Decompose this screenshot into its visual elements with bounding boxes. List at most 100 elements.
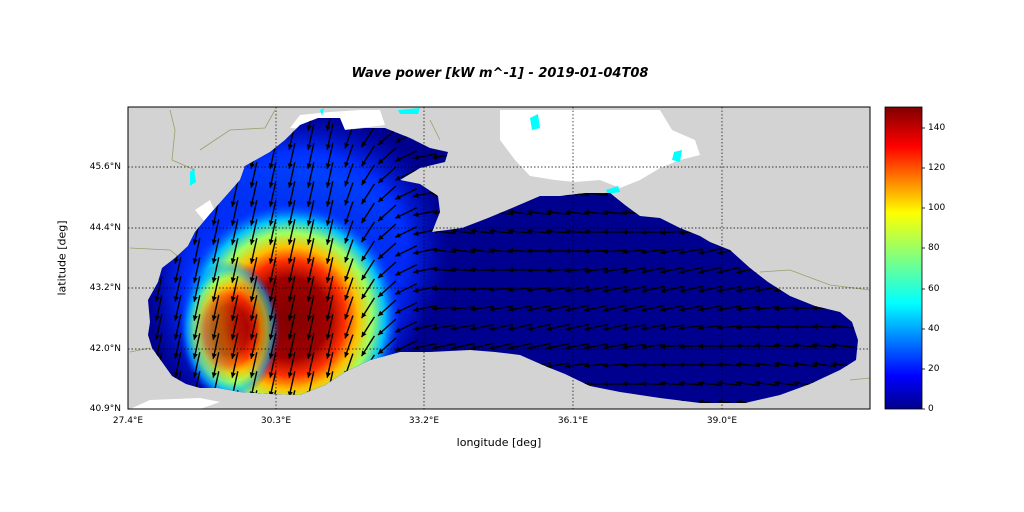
wave-arrow-head: [287, 220, 293, 226]
wave-arrow-head: [584, 248, 590, 254]
wave-arrow-head: [211, 277, 217, 283]
colorbar-tick-label: 0: [928, 404, 934, 414]
wave-arrow-head: [378, 291, 384, 298]
wave-arrow-head: [325, 353, 331, 359]
wave-arrow-head: [287, 277, 293, 283]
wave-arrow-head: [641, 344, 647, 350]
wave-arrow-head: [508, 287, 514, 293]
wave-arrow-head: [287, 239, 293, 245]
y-tick-label: 40.9°N: [89, 404, 121, 414]
wave-arrow-head: [527, 228, 533, 234]
x-tick-label: 36.1°E: [557, 416, 589, 426]
wave-arrow-head: [451, 247, 457, 253]
wave-arrow-head: [211, 315, 217, 321]
wave-arrow-head: [325, 277, 331, 283]
plot-frame: [127, 106, 871, 410]
wave-arrow-head: [603, 268, 609, 274]
wave-arrow-head: [774, 305, 780, 312]
wave-arrow-head: [413, 211, 419, 217]
wave-arrow-head: [641, 249, 647, 255]
wave-arrow-head: [287, 296, 293, 302]
wave-arrow-head: [344, 161, 350, 168]
wave-arrow-head: [287, 182, 293, 188]
wave-arrow-head: [395, 137, 401, 143]
wave-arrow-head: [546, 228, 552, 235]
wave-arrow-head: [717, 269, 723, 275]
wave-arrow-head: [192, 315, 198, 321]
lake-icon: [530, 114, 540, 130]
wave-arrow-head: [325, 163, 331, 169]
wave-arrow-head: [508, 247, 514, 254]
wave-arrow-head: [192, 372, 198, 378]
wave-arrow-head: [527, 267, 533, 273]
wave-arrow-head: [249, 353, 255, 359]
wave-arrow-head: [344, 409, 349, 415]
wave-arrow-head: [395, 175, 401, 181]
wave-arrow-head: [361, 255, 367, 262]
wave-arrow-head: [378, 310, 384, 317]
wave-arrow-head: [413, 325, 419, 331]
colorbar: [884, 106, 923, 410]
wave-arrow-head: [755, 361, 761, 367]
wave-arrow-head: [249, 372, 255, 378]
wave-arrow-head: [717, 361, 723, 368]
wave-arrow-head: [793, 342, 799, 348]
colorbar-ticks: [922, 127, 925, 410]
wave-arrow-head: [565, 344, 571, 350]
wave-arrow-head: [306, 334, 312, 340]
wave-arrow-head: [154, 296, 160, 302]
wave-arrow-head: [565, 268, 571, 274]
wave-arrow-head: [698, 249, 704, 255]
wave-arrow-head: [325, 296, 331, 302]
wave-arrow-head: [717, 343, 723, 349]
wave-arrow-head: [717, 399, 723, 403]
wave-arrow-head: [192, 239, 198, 245]
chart-title: Wave power [kW m^-1] - 2019-01-04T08: [351, 66, 649, 81]
wave-arrow-head: [268, 201, 274, 207]
wave-arrow-head: [660, 380, 666, 387]
wave-arrow-head: [565, 306, 571, 313]
wave-arrow-head: [230, 201, 236, 207]
wave-arrow-head: [527, 306, 533, 312]
y-tick-label: 42.0°N: [89, 344, 121, 354]
wave-arrow-head: [736, 380, 742, 386]
wave-arrow-head: [249, 296, 255, 302]
wave-arrow-head: [679, 288, 685, 294]
wave-arrow-head: [249, 277, 255, 283]
wave-arrow-head: [174, 410, 179, 415]
wave-arrow-head: [679, 380, 685, 386]
wave-arrow-head: [306, 201, 312, 207]
wave-arrow-head: [413, 287, 419, 293]
wave-arrow-head: [641, 325, 647, 331]
wave-arrow-head: [306, 220, 312, 226]
wave-arrow-head: [193, 410, 198, 415]
wave-arrow-head: [230, 372, 236, 378]
wave-arrow-head: [698, 343, 704, 349]
wave-arrow-head: [325, 182, 331, 188]
x-tick-label: 30.3°E: [260, 416, 292, 426]
wave-arrow-head: [527, 209, 533, 215]
x-tick-label: 39.0°E: [706, 416, 738, 426]
wave-arrow-head: [565, 209, 571, 215]
wave-arrow-head: [755, 287, 761, 293]
wave-arrow-head: [489, 306, 495, 312]
wave-arrow-head: [679, 230, 685, 236]
wave-arrow-head: [413, 306, 419, 312]
wave-arrow-head: [774, 324, 780, 330]
wave-arrow-head: [250, 410, 255, 415]
wave-arrow-head: [230, 353, 236, 359]
y-axis-label: latitude [deg]: [55, 220, 69, 296]
wave-arrow-head: [565, 248, 571, 254]
wave-arrow-head: [378, 253, 384, 260]
wave-arrow-head: [508, 209, 514, 215]
wave-arrow-head: [325, 315, 331, 321]
wave-arrow-head: [344, 218, 350, 225]
wave-arrow-head: [622, 249, 628, 255]
wave-arrow-head: [470, 228, 476, 234]
wave-arrow-head: [793, 380, 799, 386]
wave-arrow-head: [287, 258, 293, 264]
wave-arrow-head: [622, 325, 628, 331]
wave-arrow-head: [395, 308, 401, 314]
wave-arrow-head: [344, 180, 350, 187]
wave-arrow-head: [173, 315, 179, 321]
